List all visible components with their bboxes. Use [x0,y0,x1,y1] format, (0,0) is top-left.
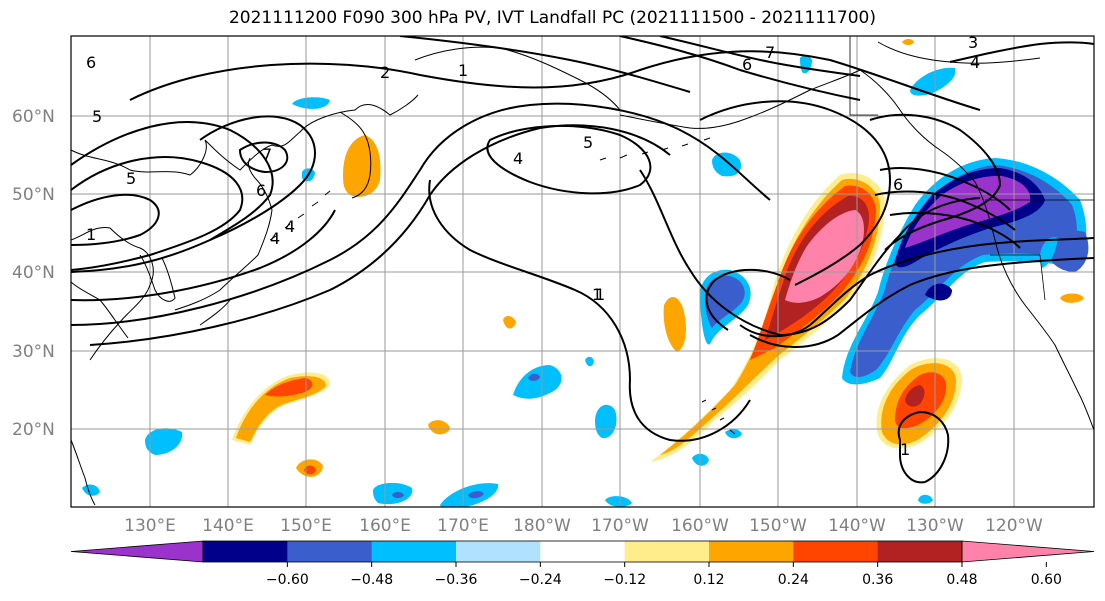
contour-label: 7 [765,43,775,62]
colorbar-tick-label: −0.48 [350,572,393,588]
lat-label: 30°N [12,342,55,362]
colorbar-tick-label: 0.36 [862,572,893,588]
colorbar: −0.60 −0.48 −0.36 −0.24 −0.12 0.12 0.24 0.36 0.4… [70,540,1095,588]
lon-label: 170°W [591,516,649,536]
map-title: 2021111200 F090 300 hPa PV, IVT Landfall… [228,8,876,28]
ivt-positive-anomaly-shading [232,39,1084,477]
contour-label: 4 [270,229,280,248]
lat-label: 40°N [12,263,55,283]
contour-label: 1 [458,61,468,80]
colorbar-extend-min [70,540,204,563]
contour-label: 6 [893,175,903,194]
contour-label: 2 [380,63,390,82]
lon-label: 150°E [280,516,332,536]
colorbar-frame [202,540,963,563]
colorbar-tick-label: −0.36 [435,572,478,588]
colorbar-tick-label: −0.24 [519,572,562,588]
contour-label: 1 [900,440,910,459]
colorbar-tick-label: 0.60 [1031,572,1062,588]
contour-label: 6 [86,53,96,72]
lon-label: 130°E [124,516,176,536]
contour-label: 7 [262,145,272,164]
lon-label: 130°W [906,516,964,536]
colorbar-segment [371,541,457,562]
colorbar-segment [203,541,288,562]
pv-contours [71,36,1094,484]
colorbar-segment [793,541,879,562]
contour-label: 6 [742,55,752,74]
contour-label: 4 [970,53,980,72]
contour-label: 6 [256,181,266,200]
colorbar-segment [624,541,710,562]
contour-label: 1 [592,285,602,304]
contour-label: 1 [595,285,605,304]
contour-label: 3 [968,33,978,52]
colorbar-tick-label: −0.60 [266,572,309,588]
longitude-labels: 130°E 140°E 150°E 160°E 170°E 180°W 170°… [124,516,1043,536]
colorbar-segment [456,541,541,562]
lon-label: 140°W [828,516,886,536]
colorbar-tick-label: 0.24 [778,572,809,588]
colorbar-tick-label: −0.12 [603,572,646,588]
colorbar-tick-label: 0.12 [693,572,724,588]
contour-label: 4 [513,149,523,168]
latitude-labels: 60°N 50°N 40°N 30°N 20°N [12,107,55,440]
lat-label: 60°N [12,107,55,127]
lon-label: 120°W [985,516,1043,536]
contour-label: 5 [126,169,136,188]
pv-contour-labels: 2 1 7 6 4 5 5 4 6 4 1 5 1 7 6 3 4 1 6 1 [86,33,980,459]
contour-label: 4 [285,217,295,236]
lon-label: 160°E [359,516,411,536]
lat-label: 50°N [12,185,55,205]
map-frame [70,35,1095,508]
colorbar-segment [287,541,373,562]
colorbar-tick-label: 0.48 [946,572,977,588]
colorbar-segment [709,541,794,562]
colorbar-segment [540,541,626,562]
contour-label: 1 [86,225,96,244]
political-borders [849,36,1094,301]
contour-label: 5 [92,107,102,126]
colorbar-segment [877,541,963,562]
lat-label: 20°N [12,420,55,440]
lon-label: 180°W [513,516,571,536]
lon-label: 170°E [437,516,489,536]
lon-label: 150°W [749,516,807,536]
colorbar-extend-max [961,540,1095,563]
lon-label: 160°W [671,516,729,536]
contour-label: 5 [583,133,593,152]
lon-label: 140°E [202,516,254,536]
